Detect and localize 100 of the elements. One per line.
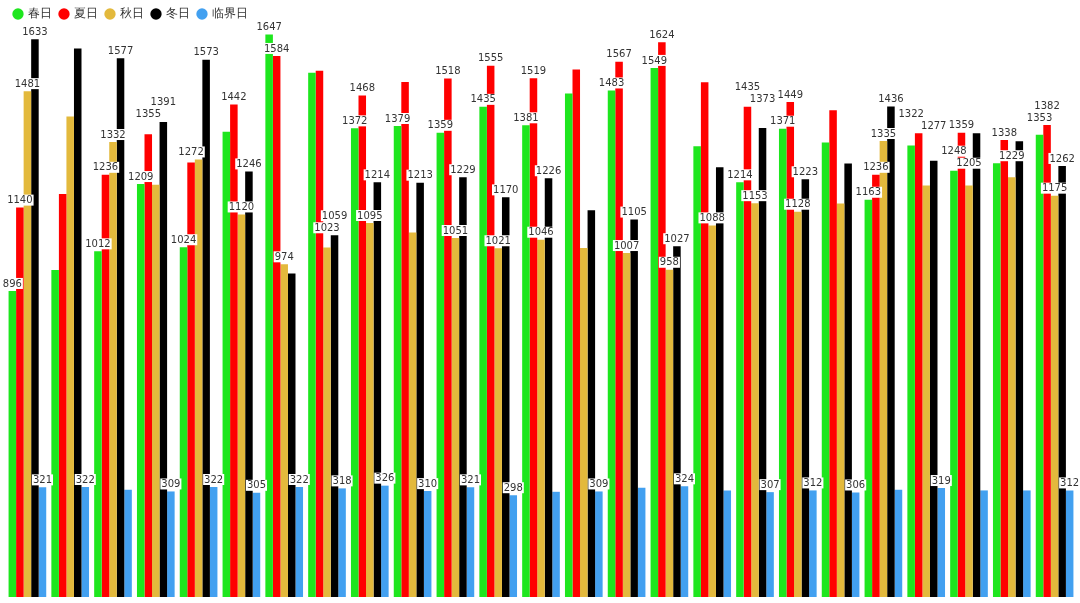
- data-label: 1442: [221, 91, 247, 103]
- bar: [338, 488, 346, 597]
- data-label: 1226: [535, 164, 562, 176]
- bar: [252, 492, 261, 597]
- data-label: 322: [75, 473, 95, 485]
- bar: [136, 184, 145, 597]
- bar: [152, 184, 160, 597]
- data-label: 1577: [107, 44, 134, 56]
- bar: [693, 146, 701, 597]
- data-label: 1209: [128, 170, 154, 182]
- bar: [829, 110, 837, 597]
- bar: [408, 232, 417, 597]
- bar: [167, 491, 175, 597]
- bar: [1008, 177, 1016, 597]
- data-label: 1519: [520, 64, 547, 76]
- bar: [522, 125, 530, 597]
- bar: [537, 239, 545, 597]
- legend-label: 临界日: [212, 6, 248, 21]
- data-label: 322: [289, 473, 309, 485]
- data-label: 1335: [870, 127, 897, 139]
- bar: [423, 491, 432, 597]
- data-label: 1051: [442, 224, 469, 236]
- data-label: 1140: [7, 194, 33, 206]
- bar: [8, 290, 17, 597]
- data-label: 1332: [100, 128, 126, 140]
- data-label: 1214: [364, 168, 391, 180]
- bar: [451, 238, 460, 597]
- bar: [965, 185, 973, 597]
- data-label: 1246: [236, 158, 262, 169]
- data-label: 1518: [435, 65, 461, 77]
- data-label: 1277: [921, 119, 947, 131]
- data-label: 1012: [85, 237, 111, 249]
- bar: [393, 125, 402, 597]
- data-label: 1163: [855, 186, 882, 198]
- data-label: 312: [803, 477, 823, 489]
- data-label: 1059: [321, 209, 348, 221]
- data-label: 321: [32, 473, 53, 485]
- bar: [864, 199, 873, 597]
- bar: [209, 487, 218, 597]
- bar: [580, 247, 588, 597]
- legend-label: 秋日: [120, 6, 144, 21]
- bar: [751, 203, 759, 597]
- bar: [922, 185, 930, 597]
- data-label: 1353: [1026, 111, 1053, 123]
- data-label: 1170: [493, 183, 519, 195]
- bar: [436, 132, 445, 597]
- bar: [980, 490, 988, 597]
- bar: [914, 133, 923, 597]
- bar: [1023, 490, 1031, 597]
- bar: [494, 248, 502, 597]
- data-label: 1391: [150, 96, 177, 108]
- data-label: 1435: [470, 93, 496, 105]
- data-label: 321: [460, 473, 481, 485]
- bar: [809, 490, 817, 597]
- legend-label: 冬日: [166, 6, 190, 21]
- data-label: 1573: [193, 46, 219, 58]
- bar: [595, 491, 603, 597]
- bar: [778, 128, 787, 597]
- data-label: 1382: [1034, 99, 1060, 111]
- data-label: 1229: [450, 163, 476, 175]
- data-label: 1175: [1041, 182, 1068, 194]
- data-label: 1024: [170, 233, 197, 245]
- data-label: 1435: [734, 81, 761, 93]
- data-label: 312: [1060, 477, 1080, 489]
- bar: [937, 488, 946, 597]
- bar: [323, 247, 331, 597]
- data-label: 1027: [664, 232, 690, 244]
- bar: [607, 90, 616, 597]
- bar: [509, 495, 518, 597]
- data-label: 1567: [606, 48, 632, 60]
- bar: [736, 182, 744, 597]
- data-label: 1236: [863, 161, 889, 173]
- bar: [94, 251, 102, 597]
- bar: [179, 247, 188, 597]
- data-label: 324: [674, 472, 695, 484]
- data-label: 1095: [357, 209, 383, 221]
- bar: [650, 67, 659, 597]
- bar: [894, 489, 903, 597]
- data-label: 1023: [314, 221, 340, 233]
- bar: [479, 106, 487, 597]
- data-label: 1128: [785, 198, 811, 210]
- bar: [637, 487, 646, 597]
- bar: [950, 170, 958, 597]
- data-label: 1213: [407, 169, 433, 181]
- data-label: 1624: [649, 28, 675, 40]
- bar: [51, 270, 59, 597]
- data-label: 1481: [14, 77, 41, 89]
- data-label: 1647: [256, 21, 282, 33]
- bar: [1050, 195, 1059, 597]
- data-label: 1379: [384, 112, 411, 124]
- bar: [708, 225, 716, 597]
- data-label: 1105: [621, 206, 647, 218]
- legend-label: 春日: [28, 6, 52, 21]
- bar: [821, 142, 830, 597]
- data-label: 307: [760, 478, 780, 490]
- data-label: 1355: [135, 108, 161, 120]
- bar: [665, 269, 674, 597]
- bar: [766, 492, 774, 597]
- data-label: 1007: [613, 239, 640, 251]
- bar: [1035, 134, 1044, 597]
